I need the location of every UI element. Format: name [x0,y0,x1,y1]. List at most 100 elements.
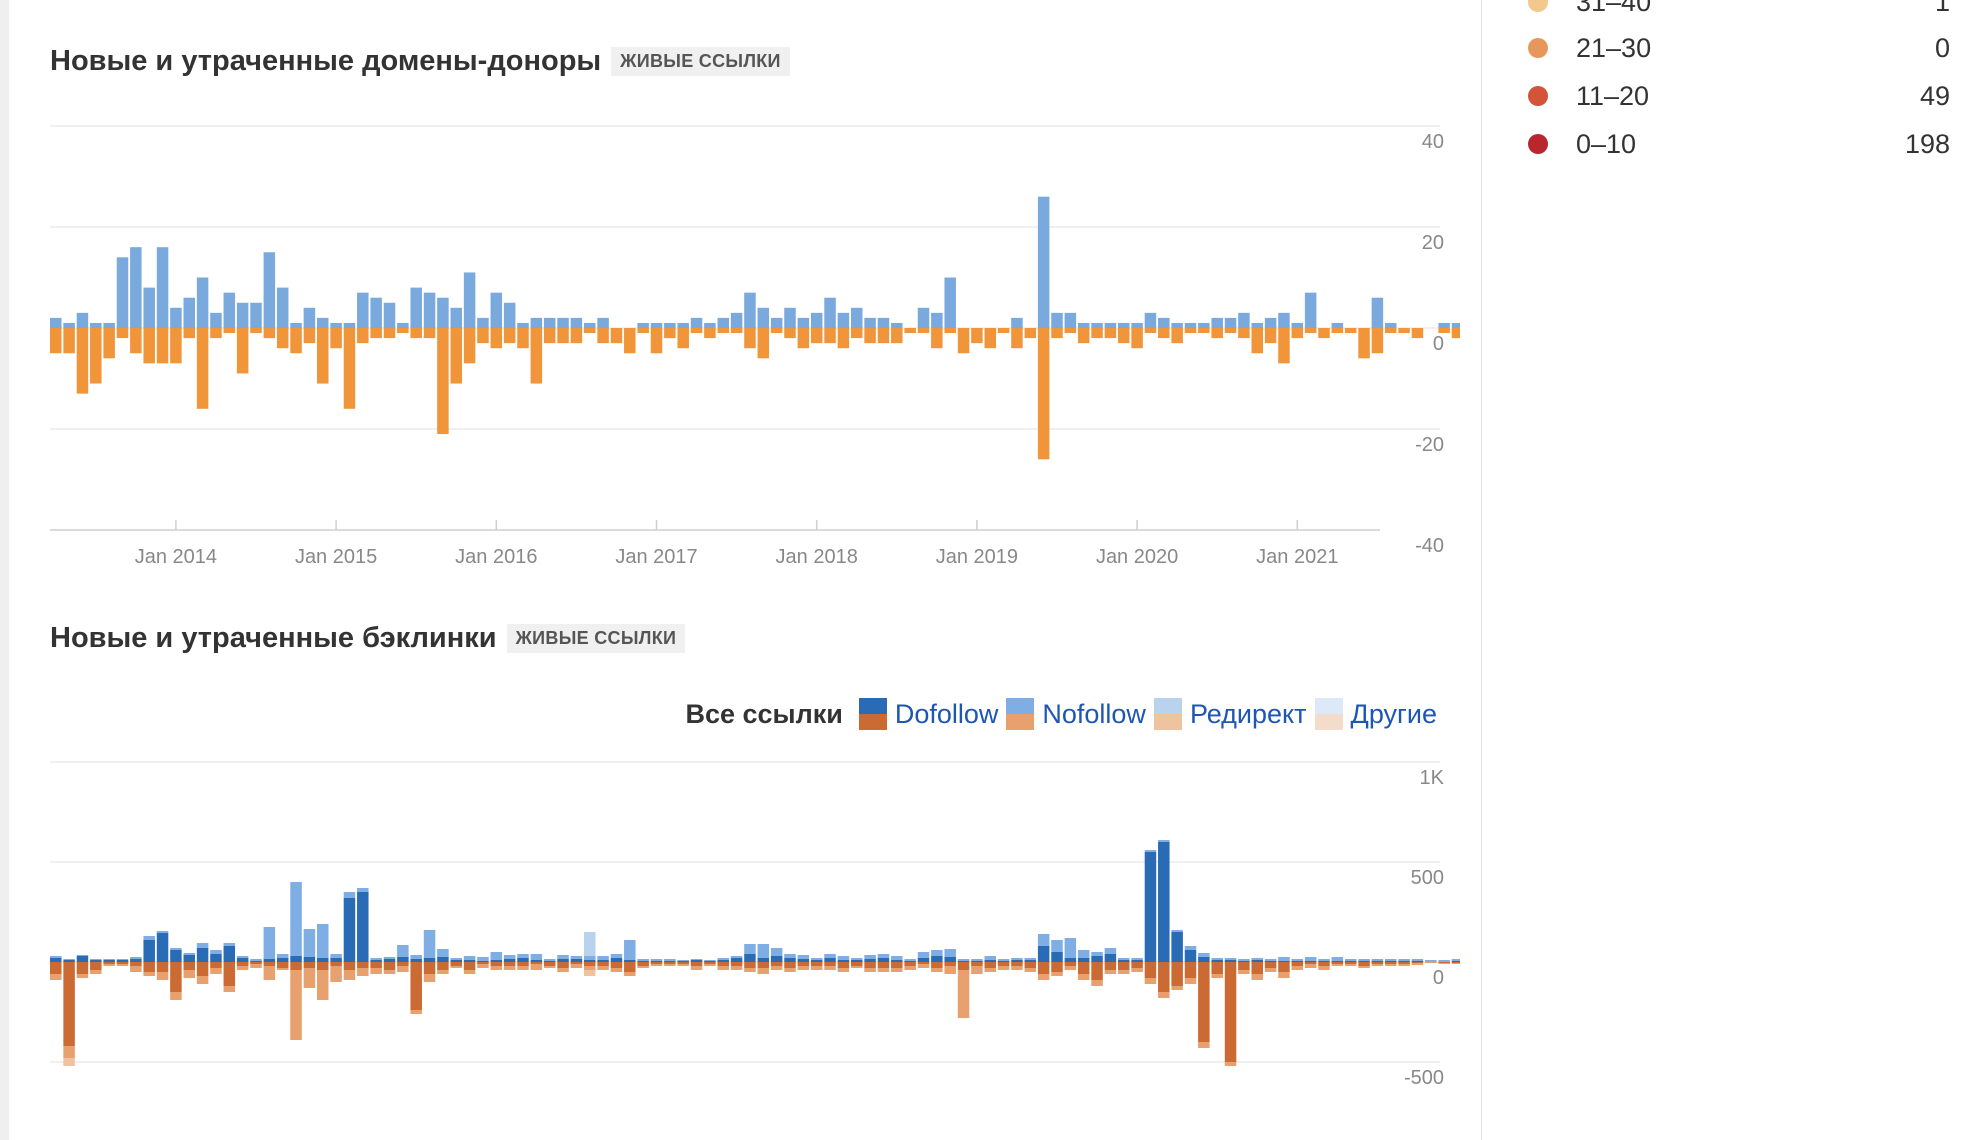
bar-lost-domains [570,328,583,344]
bar-lost-dofollow [1131,962,1143,968]
bar-lost-dofollow [610,962,623,968]
bar-new-dofollow [717,960,729,962]
bar-new-domains [1077,322,1090,328]
legend-other[interactable]: Другие [1314,698,1437,730]
bar-lost-dofollow [63,962,75,1046]
bar-lost-domains [1385,328,1397,334]
y-tick-label: -40 [1415,535,1444,557]
bar-lost-dofollow [891,962,903,968]
bar-lost-dofollow [463,962,476,970]
bar-new-nofollow [784,954,796,958]
bar-lost-nofollow [530,964,543,970]
bar-lost-nofollow [543,966,556,968]
bar-new-nofollow [317,924,329,958]
bar-lost-domains [1291,328,1304,339]
bar-lost-domains [677,328,689,349]
bar-new-domains [343,322,356,328]
dr-count: 49 [1919,80,1950,111]
bar-new-nofollow [543,959,556,961]
bar-lost-nofollow [1024,968,1037,972]
bar-new-domains [116,257,129,328]
bar-lost-nofollow [1144,978,1157,984]
bar-new-domains [1371,297,1384,328]
bar-lost-dofollow [370,962,382,968]
bar-new-dofollow [1011,960,1023,962]
dr-range-label: 31–40 [1576,0,1652,17]
legend-dofollow[interactable]: Dofollow [858,698,999,730]
backlinks-title-text: Новые и утраченные бэклинки [50,622,497,654]
bar-new-domains [263,252,276,328]
bar-new-nofollow [904,959,916,961]
bar-lost-nofollow [570,964,583,968]
bar-new-nofollow [1144,850,1157,852]
bar-lost-domains [477,328,489,344]
bar-new-dofollow [76,956,89,962]
bar-new-dofollow [1251,960,1263,962]
x-tick-label: Jan 2018 [776,546,858,568]
bar-lost-nofollow [1011,966,1023,970]
bar-new-nofollow [143,936,155,940]
bar-lost-nofollow [76,974,89,978]
x-tick-label: Jan 2019 [936,546,1018,568]
bar-new-nofollow [717,958,729,960]
bar-lost-nofollow [597,966,609,970]
bar-new-dofollow [116,960,129,962]
bar-lost-dofollow [1224,962,1237,1062]
bar-new-dofollow [570,959,583,962]
bar-new-nofollow [864,955,876,959]
bar-new-domains [797,317,810,328]
bar-new-domains [1198,322,1210,328]
bar-new-domains [1331,322,1344,328]
legend-dofollow-label: Dofollow [894,698,999,729]
bar-lost-dofollow [570,962,583,964]
bar-new-domains [1451,322,1460,328]
bar-new-dofollow [183,955,195,962]
bar-lost-dofollow [797,962,810,966]
bar-new-nofollow [971,959,983,961]
bar-new-dofollow [490,960,503,962]
bar-new-dofollow [143,940,155,962]
bar-lost-dofollow [904,962,916,966]
bar-new-dofollow [877,958,890,962]
bar-new-dofollow [1184,950,1197,962]
bar-new-nofollow [490,952,503,960]
bar-new-nofollow [570,956,583,959]
bar-new-domains [730,312,743,328]
bar-lost-domains [1264,328,1277,344]
bar-lost-dofollow [770,962,783,966]
bar-new-nofollow [357,888,369,892]
legend-nofollow[interactable]: Nofollow [1006,698,1146,730]
bar-lost-domains [530,328,543,384]
bar-lost-domains [517,328,529,349]
bar-lost-domains [864,328,876,344]
bar-lost-domains [957,328,970,354]
bar-new-dofollow [677,961,689,962]
bar-lost-dofollow [1264,962,1277,968]
bar-lost-dofollow [597,962,609,966]
bar-lost-domains [1371,328,1384,354]
bar-lost-nofollow [143,972,155,976]
bar-lost-domains [383,328,396,339]
bar-lost-dofollow [383,962,396,970]
bar-new-nofollow [383,957,396,959]
bar-new-nofollow [1371,959,1384,961]
bar-lost-nofollow [837,968,850,972]
bar-new-nofollow [810,958,823,960]
bar-lost-domains [116,328,129,339]
bar-new-dofollow [1264,961,1277,962]
bar-lost-dofollow [1024,962,1037,968]
bar-lost-dofollow [317,962,329,970]
bar-new-nofollow [517,954,529,958]
bar-lost-nofollow [397,966,409,972]
bar-lost-nofollow [784,968,796,972]
bar-new-nofollow [1278,957,1290,961]
bar-new-domains [290,322,302,328]
bar-lost-dofollow [1051,962,1063,972]
bar-lost-nofollow [1104,970,1117,974]
bar-new-domains [1011,317,1023,328]
bar-lost-nofollow [730,966,743,970]
bar-lost-domains [1011,328,1023,349]
legend-redirect[interactable]: Редирект [1153,698,1307,730]
bar-lost-nofollow [1224,1062,1237,1066]
legend-all-links[interactable]: Все ссылки [685,698,843,729]
